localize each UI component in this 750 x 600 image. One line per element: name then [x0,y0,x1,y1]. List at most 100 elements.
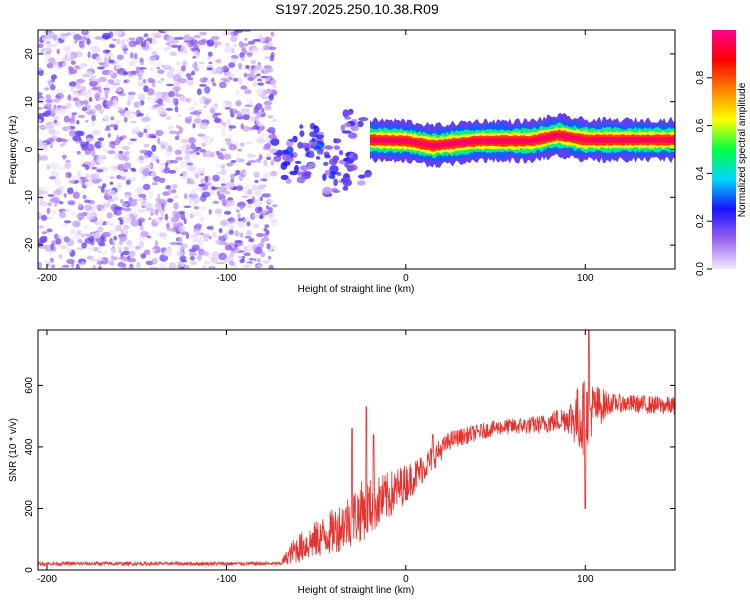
spectrogram-noise-cell [63,236,70,243]
spectrogram-noise-cell [245,141,254,145]
spectrogram-noise-cell [97,226,104,233]
spectrogram-noise-cell [83,225,89,230]
spectrogram-noise-cell [180,45,187,54]
spectrogram-noise-cell [95,55,102,63]
spectrogram-noise-cell [100,235,105,243]
spectrogram-noise-cell [247,76,255,81]
spectrogram-noise-cell [178,145,187,150]
spectrogram-noise-cell [136,198,145,202]
spectrogram-noise-cell [128,40,137,48]
spectrogram-noise-cell [69,81,77,88]
spectrogram-noise-cell [193,50,200,58]
snr-series-line [38,330,675,568]
spectrogram-noise-cell [123,79,128,84]
spectrogram-noise-cell [186,181,196,185]
spectrogram-noise-cell [270,170,278,177]
spectrogram-noise-cell [46,207,51,215]
spectrogram-noise-cell [190,260,197,266]
spectrogram-noise-cell [91,80,98,86]
spectrogram-noise-cell [271,118,278,122]
spectrogram-noise-cell [115,79,122,84]
spectrogram-noise-cell [83,99,89,107]
spectrogram-noise-cell [90,75,97,78]
spectrogram-noise-cell [224,210,232,215]
spectrogram-noise-cell [214,43,218,49]
spectrogram-noise-cell [252,81,258,88]
spectrogram-noise-cell [46,164,50,170]
spectrogram-noise-cell [150,67,154,72]
spectrogram-noise-cell [141,41,146,48]
spectrogram-noise-cell [177,78,187,84]
spectrogram-noise-cell [264,105,272,111]
spectrogram-noise-cell [126,100,131,106]
spectrogram-noise-cell [257,138,262,144]
spectrogram-noise-cell [67,187,74,195]
spectrogram-blob [307,162,316,168]
spectrogram-noise-cell [110,247,119,254]
spectrogram-noise-cell [91,166,97,170]
spectrogram-noise-cell [70,229,76,235]
spectrogram-noise-cell [235,220,243,225]
spectrogram-noise-cell [48,176,57,180]
spectrogram-noise-cell [227,119,231,126]
spectrogram-noise-cell [223,65,228,70]
spectrogram-noise-cell [207,51,213,57]
spectrogram-noise-cell [158,165,166,171]
spectrogram-blob [294,160,302,164]
spectrogram-noise-cell [62,210,70,213]
spectrogram-noise-cell [169,159,179,164]
spectrogram-noise-cell [193,206,200,210]
spectrogram-noise-cell [44,87,49,91]
spectrogram-blob [344,116,352,120]
spectrogram-noise-cell [72,220,81,228]
spectrogram-noise-cell [91,78,98,82]
spectrogram-noise-cell [187,106,196,111]
spectrogram-noise-cell [212,251,219,257]
colorbar-tick-label: 0.8 [695,70,706,84]
spectrogram-noise-cell [38,119,42,123]
spectrogram-noise-cell [259,178,267,182]
spectrogram-noise-cell [151,182,158,186]
spectrogram-noise-cell [123,151,130,156]
spectrogram-noise-cell [191,70,195,76]
spectrogram-noise-cell [72,191,80,199]
spectrogram-noise-cell [201,251,210,256]
spectrogram-noise-cell [138,155,144,161]
spectrogram-noise-cell [123,224,130,230]
spectrogram-noise-cell [62,264,70,268]
spectrogram-noise-cell [237,148,242,152]
spectrogram-noise-cell [82,30,87,34]
spectrogram-blob [348,132,358,139]
spectrogram-noise-cell [188,116,193,119]
x-tick-label: -200 [37,574,57,585]
spectrogram-noise-cell [158,216,164,221]
x-tick-label: -100 [216,273,236,284]
spectrogram-noise-cell [220,127,225,135]
spectrogram-blob [358,117,369,122]
spectrogram-noise-cell [235,90,240,96]
spectrogram-noise-cell [228,144,237,151]
spectrogram-noise-cell [107,198,114,202]
spectrogram-noise-cell [217,213,221,217]
spectrogram-noise-cell [70,60,76,65]
spectrogram-noise-cell [63,115,70,123]
spectrogram-noise-cell [97,185,102,189]
spectrogram-noise-cell [85,119,89,123]
spectrogram-noise-cell [123,246,129,251]
spectrogram-noise-cell [157,193,161,201]
spectrogram-noise-cell [191,62,198,68]
spectrogram-noise-cell [101,62,109,68]
spectrogram-noise-cell [199,31,207,36]
spectrogram-noise-cell [39,155,49,161]
spectrogram-noise-cell [81,233,85,238]
spectrogram-noise-cell [104,81,111,89]
spectrogram-noise-cell [168,170,177,174]
spectrogram-noise-cell [226,199,236,207]
spectrogram-noise-cell [192,170,197,174]
spectrogram-noise-cell [107,190,116,197]
spectrogram-noise-cell [210,104,218,108]
spectrogram-noise-cell [193,67,200,72]
spectrogram-noise-cell [75,263,80,269]
spectrogram-noise-cell [41,231,48,235]
spectrogram-noise-cell [193,34,201,39]
